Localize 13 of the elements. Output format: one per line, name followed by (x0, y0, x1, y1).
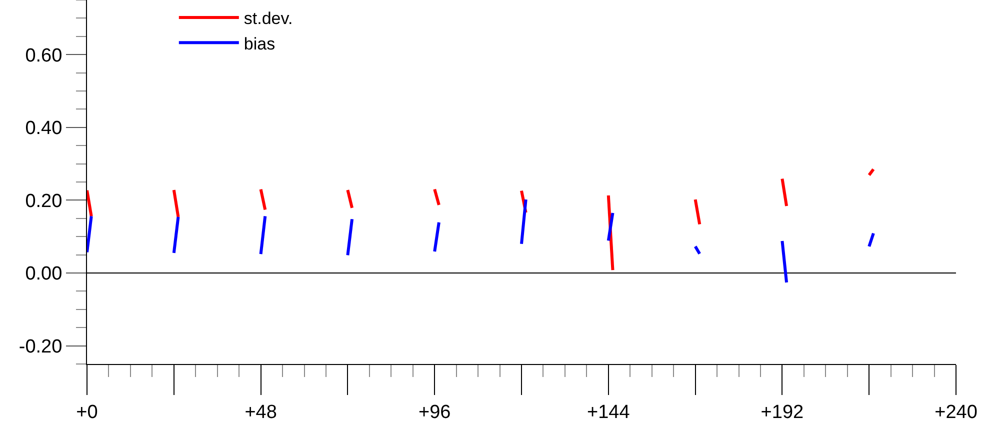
x-tick-label: +240 (934, 402, 978, 423)
x-tick-label: +0 (76, 402, 98, 423)
x-tick-label: +192 (760, 402, 804, 423)
legend-label: st.dev. (244, 9, 293, 28)
y-tick-label: 0.60 (25, 45, 62, 66)
y-tick-label: 0.20 (25, 190, 62, 212)
y-tick-label: -0.20 (18, 336, 62, 358)
legend-label: bias (244, 34, 276, 54)
x-tick-label: +96 (418, 402, 451, 423)
x-tick-label: +48 (244, 402, 277, 423)
x-tick-label: +144 (587, 402, 630, 423)
y-tick-label: 0.40 (25, 118, 62, 140)
y-tick-label: 0.00 (25, 264, 62, 285)
